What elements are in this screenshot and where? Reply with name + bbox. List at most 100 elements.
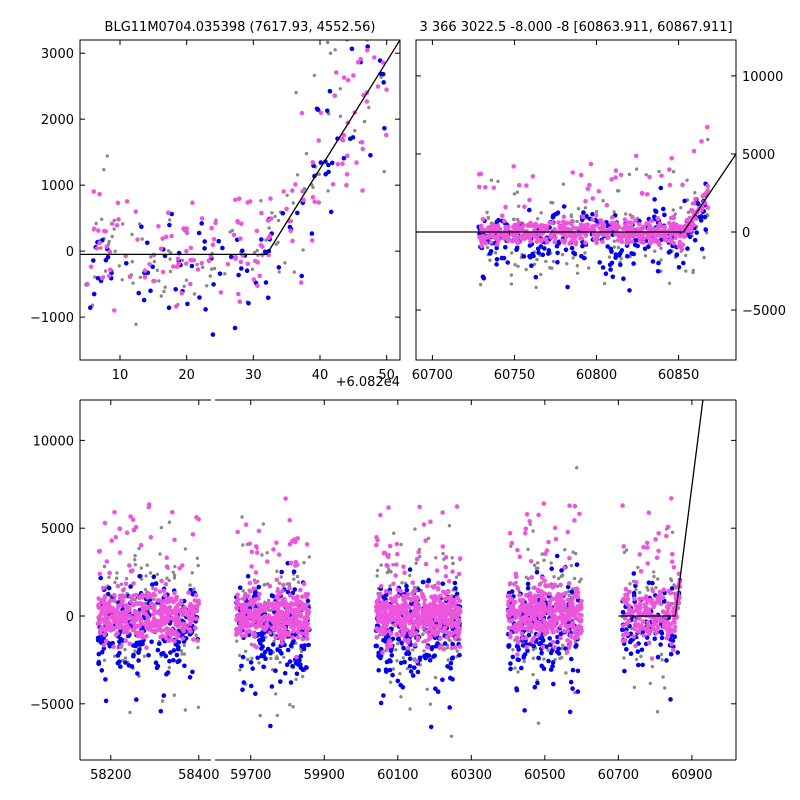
panel-bottom-primary-point (163, 582, 169, 587)
panel-bottom-primary-point (246, 593, 251, 599)
panel-bottom-primary-point (254, 550, 260, 555)
panel-bottom-primary-point (238, 620, 243, 626)
panel-bottom-primary-point (641, 626, 647, 631)
panel-top-right-secondary-point (590, 211, 595, 217)
panel-top-right-tertiary-point (583, 206, 588, 210)
panel-bottom-primary-point (525, 628, 531, 633)
panel-bottom-tertiary-point (532, 563, 537, 567)
panel-top-right-secondary-point (535, 246, 541, 252)
panel-top-right-primary-point (552, 227, 557, 232)
panel-bottom-primary-point (452, 629, 458, 635)
panel-top-left-tertiary-point (155, 268, 160, 272)
panel-bottom-primary-point (424, 604, 430, 609)
panel-bottom-primary-point (127, 641, 133, 647)
panel-top-right-tertiary-point (587, 266, 591, 270)
panel-bottom-tertiary-point (632, 685, 637, 689)
panel-bottom-primary-point (541, 501, 547, 506)
panel-bottom-primary-point (631, 634, 636, 639)
panel-bottom-primary-point (505, 613, 511, 618)
panel-bottom-primary-point (650, 626, 656, 632)
panel-top-right-y-tick-label: 0 (742, 226, 750, 241)
panel-bottom-primary-point (456, 617, 462, 623)
panel-top-left-primary-point (166, 210, 171, 215)
panel-bottom-primary-point (572, 518, 577, 523)
panel-bottom-secondary-point (450, 641, 456, 647)
panel-bottom-primary-point (436, 580, 441, 586)
panel-bottom-secondary-point (452, 580, 458, 586)
panel-top-right-tertiary-point (634, 167, 639, 171)
panel-top-right-secondary-point (605, 244, 610, 249)
panel-top-left-tertiary-point (99, 246, 103, 250)
panel-bottom-primary-point (192, 598, 198, 603)
panel-bottom-primary-point (425, 583, 430, 589)
panel-bottom-primary-point (524, 644, 529, 650)
panel-top-right-tertiary-point (602, 281, 607, 286)
panel-top-left-primary-point (184, 230, 190, 235)
panel-top-left-primary-point (378, 3, 383, 8)
panel-top-right-secondary-point (488, 249, 494, 254)
panel-top-right-primary-point (574, 226, 580, 231)
panel-bottom-secondary-point (558, 631, 564, 637)
panel-top-left-tertiary-point (162, 289, 166, 294)
panel-bottom-secondary-point (636, 662, 641, 668)
panel-bottom-primary-point (265, 617, 271, 623)
panel-bottom-primary-point (575, 594, 581, 600)
panel-bottom-primary-point (380, 650, 385, 655)
panel-bottom-secondary-point (100, 639, 105, 644)
panel-top-left-primary-point (378, 33, 383, 38)
panel-top-left-frame (79, 39, 401, 361)
panel-bottom-secondary-point (675, 650, 680, 655)
panel-bottom-primary-point (530, 605, 536, 611)
panel-top-right-primary-point (609, 215, 615, 220)
panel-bottom-primary-point (406, 637, 411, 643)
panel-top-right-primary-point (527, 197, 532, 203)
panel-top-left-tertiary-point (292, 270, 296, 274)
panel-bottom-primary-point (148, 534, 154, 540)
panel-bottom-tertiary-point (652, 574, 656, 579)
panel-bottom-primary-point (566, 581, 572, 586)
panel-bottom-primary-point (565, 597, 571, 603)
panel-bottom-primary-point (645, 545, 650, 550)
panel-bottom-tertiary-point (434, 556, 438, 560)
panel-bottom-primary-point (257, 591, 262, 597)
panel-bottom-primary-point (236, 630, 241, 636)
panel-bottom-secondary-point (635, 649, 641, 654)
panel-bottom-primary-point (578, 630, 584, 635)
panel-top-right-secondary-point (629, 251, 634, 256)
panel-bottom-secondary-point (288, 643, 294, 649)
panel-bottom-primary-point (533, 612, 539, 618)
panel-top-right-primary-point (585, 186, 591, 192)
panel-bottom-primary-point (530, 610, 535, 616)
panel-top-right-secondary-point (521, 254, 527, 259)
panel-bottom-primary-point (374, 635, 380, 640)
panel-bottom-tertiary-point (451, 561, 455, 565)
panel-bottom-primary-point (186, 590, 191, 595)
panel-bottom-secondary-point (514, 687, 520, 693)
panel-top-right-tertiary-point (612, 210, 616, 214)
panel-top-right-primary-point (595, 232, 600, 238)
panel-bottom-primary-point (506, 625, 512, 631)
panel-bottom-primary-point (102, 595, 107, 601)
panel-bottom-secondary-point (180, 632, 185, 638)
panel-bottom-tertiary-point (628, 582, 632, 586)
panel-bottom-primary-point (622, 638, 628, 643)
panel-bottom-tertiary-point (243, 649, 248, 653)
panel-bottom-tertiary-point (196, 563, 200, 568)
panel-top-right-tertiary-point (679, 206, 683, 210)
panel-bottom-primary-point (577, 511, 582, 517)
panel-bottom-primary-point (155, 598, 161, 603)
panel-bottom-primary-point (621, 544, 626, 549)
panel-bottom-primary-point (299, 594, 305, 600)
panel-top-right-primary-point (645, 192, 650, 197)
panel-bottom-secondary-point (539, 663, 544, 669)
panel-top-right-secondary-point (692, 237, 698, 243)
panel-bottom-primary-point (113, 534, 119, 540)
panel-bottom-tertiary-point (652, 570, 656, 574)
panel-top-right-secondary-point (554, 243, 560, 249)
panel-top-right-tertiary-point (671, 208, 675, 212)
panel-bottom-primary-point (133, 524, 139, 530)
panel-bottom-secondary-point (134, 640, 139, 646)
panel-top-left-primary-point (195, 267, 201, 272)
panel-bottom-tertiary-point (250, 656, 254, 661)
panel-top-left-primary-point (340, 161, 345, 166)
